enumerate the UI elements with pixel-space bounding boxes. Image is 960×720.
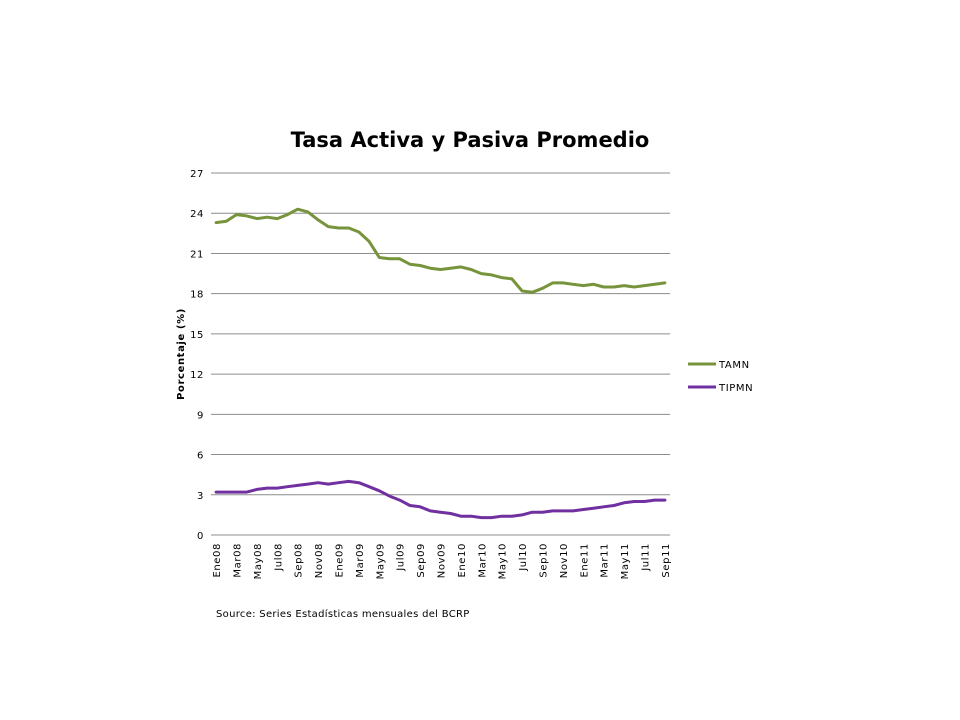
x-tick-label: Nov10 <box>559 543 570 578</box>
y-axis-label: Porcentaje (%) <box>176 308 187 400</box>
x-tick-label: Mar10 <box>477 543 488 578</box>
x-tick-label: Sep09 <box>416 543 427 578</box>
y-tick-label: 9 <box>197 410 204 421</box>
y-tick-label: 3 <box>197 491 204 502</box>
x-tick-label: Jul10 <box>518 543 529 572</box>
x-tick-label: Nov09 <box>437 543 448 578</box>
y-tick-label: 0 <box>197 531 204 542</box>
x-tick-label: Sep08 <box>294 543 305 578</box>
x-tick-label: Ene09 <box>335 543 346 578</box>
x-tick-label: May08 <box>253 543 264 579</box>
x-tick-label: Mar09 <box>355 543 366 578</box>
x-tick-label: May11 <box>620 543 631 579</box>
x-tick-label: Sep10 <box>539 543 550 578</box>
y-tick-label: 6 <box>197 451 204 462</box>
x-tick-label: May09 <box>375 543 386 579</box>
y-tick-label: 27 <box>190 169 204 180</box>
x-tick-label: Mar11 <box>600 543 611 578</box>
legend-label: TIPMN <box>718 383 753 394</box>
x-tick-label: Mar08 <box>233 543 244 578</box>
gridlines <box>211 172 670 536</box>
legend-label: TAMN <box>718 360 750 371</box>
legend: TAMN TIPMN <box>688 360 753 394</box>
x-tick-label: Jul11 <box>641 543 652 572</box>
y-tick-label: 15 <box>190 330 204 341</box>
y-axis-ticks: 0 3 6 9 12 15 18 21 24 27 <box>190 169 204 542</box>
x-tick-label: Jul09 <box>396 543 407 572</box>
x-tick-label: Ene08 <box>212 543 223 578</box>
x-axis-ticks: Ene08 Mar08 May08 Jul08 Sep08 Nov08 Ene09 Mar09… <box>212 543 672 579</box>
source-note: Source: Series Estadísticas mensuales de… <box>216 609 470 620</box>
y-tick-label: 18 <box>190 290 204 301</box>
x-tick-label: Ene10 <box>457 543 468 578</box>
series-line-tamn <box>214 207 667 294</box>
x-tick-label: Nov08 <box>314 543 325 578</box>
y-tick-label: 24 <box>190 209 204 220</box>
x-tick-label: Sep11 <box>661 543 672 578</box>
y-tick-label: 21 <box>190 249 204 260</box>
x-tick-label: Ene11 <box>579 543 590 578</box>
x-tick-label: Jul08 <box>273 543 284 572</box>
y-tick-label: 12 <box>190 370 204 381</box>
x-tick-label: May10 <box>498 543 509 579</box>
chart-title: Tasa Activa y Pasiva Promedio <box>291 128 650 152</box>
series-lines <box>214 207 667 520</box>
series-line-tipmn <box>214 479 667 520</box>
